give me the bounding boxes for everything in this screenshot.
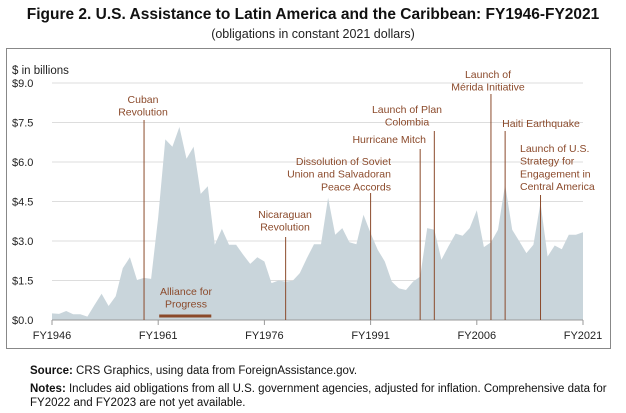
- period-label: Alliance for: [160, 286, 212, 298]
- y-axis-label: $ in billions: [12, 65, 69, 77]
- event-label: Revolution: [118, 107, 168, 119]
- x-tick-label: FY1961: [139, 330, 178, 342]
- x-tick-label: FY2006: [458, 330, 497, 342]
- event-label: Mérida Initiative: [451, 82, 525, 94]
- event-label: Dissolution of Soviet: [296, 156, 391, 168]
- chart-frame: [6, 48, 611, 349]
- chart-subtitle: (obligations in constant 2021 dollars): [211, 27, 415, 41]
- source-text: CRS Graphics, using data from ForeignAss…: [72, 365, 358, 377]
- event-label: Cuban: [128, 94, 159, 106]
- x-tick-label: FY1946: [33, 330, 72, 342]
- x-tick-label: FY1991: [351, 330, 390, 342]
- source-note: Source: CRS Graphics, using data from Fo…: [30, 364, 620, 378]
- event-label: Launch of Plan: [372, 104, 442, 116]
- notes-text: Includes aid obligations from all U.S. g…: [30, 383, 607, 409]
- source-label: Source:: [30, 365, 73, 377]
- event-label: Haiti Earthquake: [502, 118, 580, 130]
- notes-label: Notes:: [30, 383, 66, 395]
- event-label: Launch of: [465, 69, 511, 81]
- area-series: [52, 127, 583, 320]
- event-label: Colombia: [385, 117, 430, 129]
- event-label: Hurricane Mitch: [352, 134, 426, 146]
- event-label: Launch of U.S.: [520, 143, 589, 155]
- y-tick-label: $9.0: [12, 78, 33, 90]
- x-tick-label: FY1976: [245, 330, 284, 342]
- y-tick-label: $1.5: [12, 276, 33, 288]
- chart-title: Figure 2. U.S. Assistance to Latin Ameri…: [26, 6, 600, 23]
- event-label: Peace Accords: [321, 181, 391, 193]
- x-tick-label: FY2021: [564, 330, 603, 342]
- event-label: Nicaraguan: [258, 209, 312, 221]
- notes: Notes: Includes aid obligations from all…: [30, 382, 620, 410]
- event-label: Strategy for: [520, 156, 575, 168]
- event-label: Central America: [520, 181, 595, 193]
- period-label: Progress: [165, 299, 207, 311]
- y-tick-label: $6.0: [12, 157, 33, 169]
- y-tick-label: $0.0: [12, 315, 33, 327]
- event-label: Revolution: [260, 222, 310, 234]
- event-label: Engagement in: [520, 168, 591, 180]
- y-tick-label: $3.0: [12, 236, 33, 248]
- y-tick-label: $4.5: [12, 197, 33, 209]
- event-label: Union and Salvadoran: [287, 169, 391, 181]
- y-tick-label: $7.5: [12, 118, 33, 130]
